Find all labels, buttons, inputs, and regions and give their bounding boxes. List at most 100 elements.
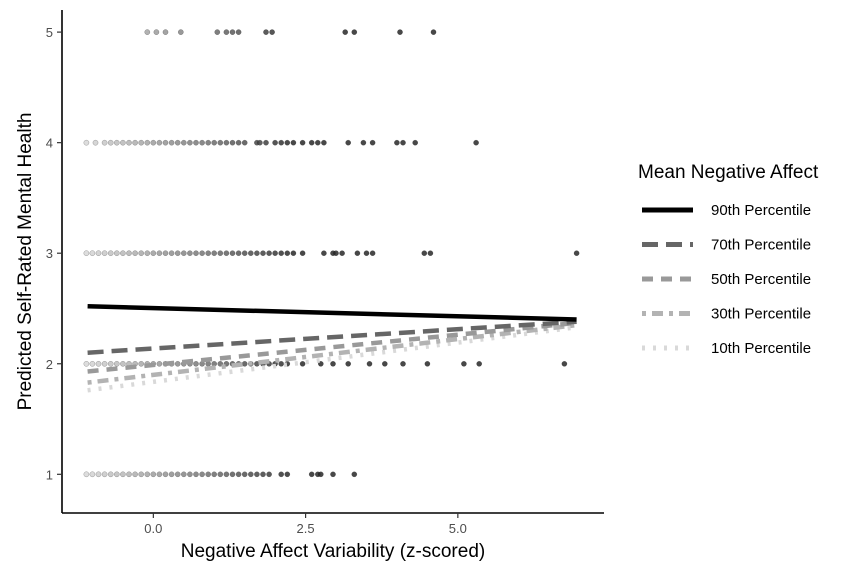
scatter-point xyxy=(354,250,361,257)
scatter-point xyxy=(351,29,358,35)
scatter-point xyxy=(266,471,272,478)
scatter-point xyxy=(461,360,467,367)
scatter-point xyxy=(308,471,315,478)
scatter-point xyxy=(235,139,242,146)
scatter-point xyxy=(138,139,145,146)
scatter-point xyxy=(241,360,248,367)
scatter-point xyxy=(177,29,184,35)
scatter-point xyxy=(278,250,285,257)
trend-line xyxy=(87,319,577,355)
scatter-points xyxy=(83,29,580,478)
scatter-point xyxy=(180,250,187,257)
axis-ticks: 0.0 2.5 5.0 1 2 3 4 5 xyxy=(46,25,467,536)
scatter-point xyxy=(193,250,199,257)
scatter-point xyxy=(241,471,248,478)
scatter-point xyxy=(397,29,403,35)
legend-title: Mean Negative Affect xyxy=(638,162,819,183)
scatter-point xyxy=(89,471,96,478)
scatter-point xyxy=(317,471,324,478)
scatter-point xyxy=(260,471,266,478)
scatter-point xyxy=(153,29,160,35)
scatter-point xyxy=(107,471,114,478)
scatter-point xyxy=(473,139,479,146)
scatter-point xyxy=(400,360,406,367)
y-tick-label: 1 xyxy=(46,467,53,482)
scatter-point xyxy=(156,360,163,367)
scatter-point xyxy=(363,250,370,257)
scatter-point xyxy=(229,29,236,35)
scatter-point xyxy=(180,139,187,146)
scatter-point xyxy=(144,29,151,35)
scatter-point xyxy=(284,250,291,257)
trend-line xyxy=(87,320,577,374)
scatter-point xyxy=(342,29,349,35)
scatter-point xyxy=(187,250,193,257)
scatter-point xyxy=(211,250,218,257)
scatter-point xyxy=(162,471,169,478)
scatter-point xyxy=(120,139,126,146)
scatter-point xyxy=(229,250,236,257)
scatter-point xyxy=(211,471,218,478)
scatter-point xyxy=(263,29,269,35)
scatter-point xyxy=(174,360,181,367)
scatter-point xyxy=(162,29,169,35)
scatter-point xyxy=(235,471,242,478)
scatter-point xyxy=(214,29,221,35)
scatter-point xyxy=(126,471,132,478)
x-axis-title: Negative Affect Variability (z-scored) xyxy=(181,541,485,562)
scatter-point xyxy=(345,139,352,146)
scatter-point xyxy=(381,360,388,367)
y-tick-label: 2 xyxy=(46,357,53,372)
scatter-point xyxy=(241,250,248,257)
scatter-point xyxy=(561,360,568,367)
scatter-point xyxy=(333,250,339,257)
scatter-point xyxy=(321,250,327,257)
scatter-point xyxy=(101,139,108,146)
scatter-point xyxy=(247,471,254,478)
y-tick-label: 5 xyxy=(46,25,53,40)
scatter-point xyxy=(223,139,230,146)
scatter-point xyxy=(120,471,126,478)
x-tick-label: 0.0 xyxy=(144,521,162,536)
scatter-point xyxy=(83,360,90,367)
scatter-point xyxy=(235,250,242,257)
scatter-point xyxy=(193,139,199,146)
scatter-point xyxy=(83,250,90,257)
scatter-point xyxy=(174,250,181,257)
scatter-point xyxy=(278,471,285,478)
scatter-point xyxy=(321,139,327,146)
scatter-point xyxy=(351,471,358,478)
scatter-point xyxy=(95,360,102,367)
scatter-point xyxy=(120,360,126,367)
scatter-point xyxy=(330,471,336,478)
legend-label: 90th Percentile xyxy=(711,202,811,219)
scatter-point xyxy=(162,250,169,257)
scatter-point xyxy=(113,139,120,146)
scatter-point xyxy=(95,250,102,257)
scatter-point xyxy=(150,250,157,257)
legend-label: 50th Percentile xyxy=(711,271,811,288)
scatter-point xyxy=(424,360,431,367)
scatter-point xyxy=(205,360,212,367)
scatter-point xyxy=(174,139,181,146)
scatter-point xyxy=(205,471,212,478)
scatter-point xyxy=(132,250,138,257)
legend-label: 30th Percentile xyxy=(711,306,811,323)
scatter-point xyxy=(278,360,285,367)
scatter-point xyxy=(421,250,428,257)
scatter-point xyxy=(199,250,205,257)
scatter-point xyxy=(272,139,278,146)
scatter-point xyxy=(132,139,138,146)
scatter-point xyxy=(260,250,266,257)
scatter-point xyxy=(254,471,260,478)
scatter-point xyxy=(89,250,96,257)
scatter-point xyxy=(101,360,108,367)
scatter-point xyxy=(193,471,199,478)
scatter-point xyxy=(92,139,99,146)
scatter-point xyxy=(138,250,145,257)
scatter-point xyxy=(168,250,175,257)
scatter-point xyxy=(299,360,306,367)
scatter-point xyxy=(269,29,275,35)
scatter-point xyxy=(156,471,163,478)
scatter-point xyxy=(138,471,145,478)
